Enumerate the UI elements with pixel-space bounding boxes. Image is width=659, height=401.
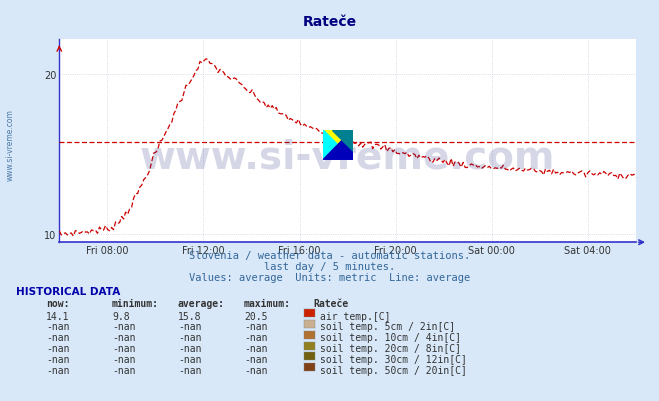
Text: air temp.[C]: air temp.[C] — [320, 311, 391, 321]
Text: -nan: -nan — [46, 354, 70, 364]
Polygon shape — [323, 130, 353, 160]
Text: -nan: -nan — [46, 322, 70, 332]
Text: -nan: -nan — [178, 332, 202, 342]
Text: -nan: -nan — [112, 332, 136, 342]
Text: soil temp. 10cm / 4in[C]: soil temp. 10cm / 4in[C] — [320, 332, 461, 342]
Text: 15.8: 15.8 — [178, 311, 202, 321]
Text: 14.1: 14.1 — [46, 311, 70, 321]
Text: -nan: -nan — [112, 354, 136, 364]
Text: soil temp. 50cm / 20in[C]: soil temp. 50cm / 20in[C] — [320, 365, 467, 375]
Text: -nan: -nan — [178, 354, 202, 364]
Text: soil temp. 30cm / 12in[C]: soil temp. 30cm / 12in[C] — [320, 354, 467, 364]
Text: -nan: -nan — [112, 322, 136, 332]
Text: 20.5: 20.5 — [244, 311, 268, 321]
Text: -nan: -nan — [178, 365, 202, 375]
Text: -nan: -nan — [244, 354, 268, 364]
Text: -nan: -nan — [244, 365, 268, 375]
Text: -nan: -nan — [46, 332, 70, 342]
Text: -nan: -nan — [244, 322, 268, 332]
Text: -nan: -nan — [112, 365, 136, 375]
Text: Rateče: Rateče — [302, 15, 357, 29]
Polygon shape — [323, 130, 353, 160]
Text: -nan: -nan — [112, 343, 136, 353]
Text: -nan: -nan — [178, 343, 202, 353]
Text: -nan: -nan — [46, 343, 70, 353]
Text: -nan: -nan — [46, 365, 70, 375]
Text: Rateče: Rateče — [313, 299, 348, 309]
Text: -nan: -nan — [178, 322, 202, 332]
Text: -nan: -nan — [244, 343, 268, 353]
Text: www.si-vreme.com: www.si-vreme.com — [5, 109, 14, 180]
Polygon shape — [331, 130, 353, 152]
Text: HISTORICAL DATA: HISTORICAL DATA — [16, 287, 121, 297]
Text: last day / 5 minutes.: last day / 5 minutes. — [264, 261, 395, 271]
Text: soil temp. 20cm / 8in[C]: soil temp. 20cm / 8in[C] — [320, 343, 461, 353]
Text: minimum:: minimum: — [112, 299, 159, 309]
Text: Values: average  Units: metric  Line: average: Values: average Units: metric Line: aver… — [189, 273, 470, 283]
Text: average:: average: — [178, 299, 225, 309]
Text: -nan: -nan — [244, 332, 268, 342]
Text: www.si-vreme.com: www.si-vreme.com — [140, 139, 556, 176]
Text: Slovenia / weather data - automatic stations.: Slovenia / weather data - automatic stat… — [189, 251, 470, 261]
Text: soil temp. 5cm / 2in[C]: soil temp. 5cm / 2in[C] — [320, 322, 455, 332]
Text: now:: now: — [46, 299, 70, 309]
Polygon shape — [323, 130, 353, 160]
Text: 9.8: 9.8 — [112, 311, 130, 321]
Text: maximum:: maximum: — [244, 299, 291, 309]
